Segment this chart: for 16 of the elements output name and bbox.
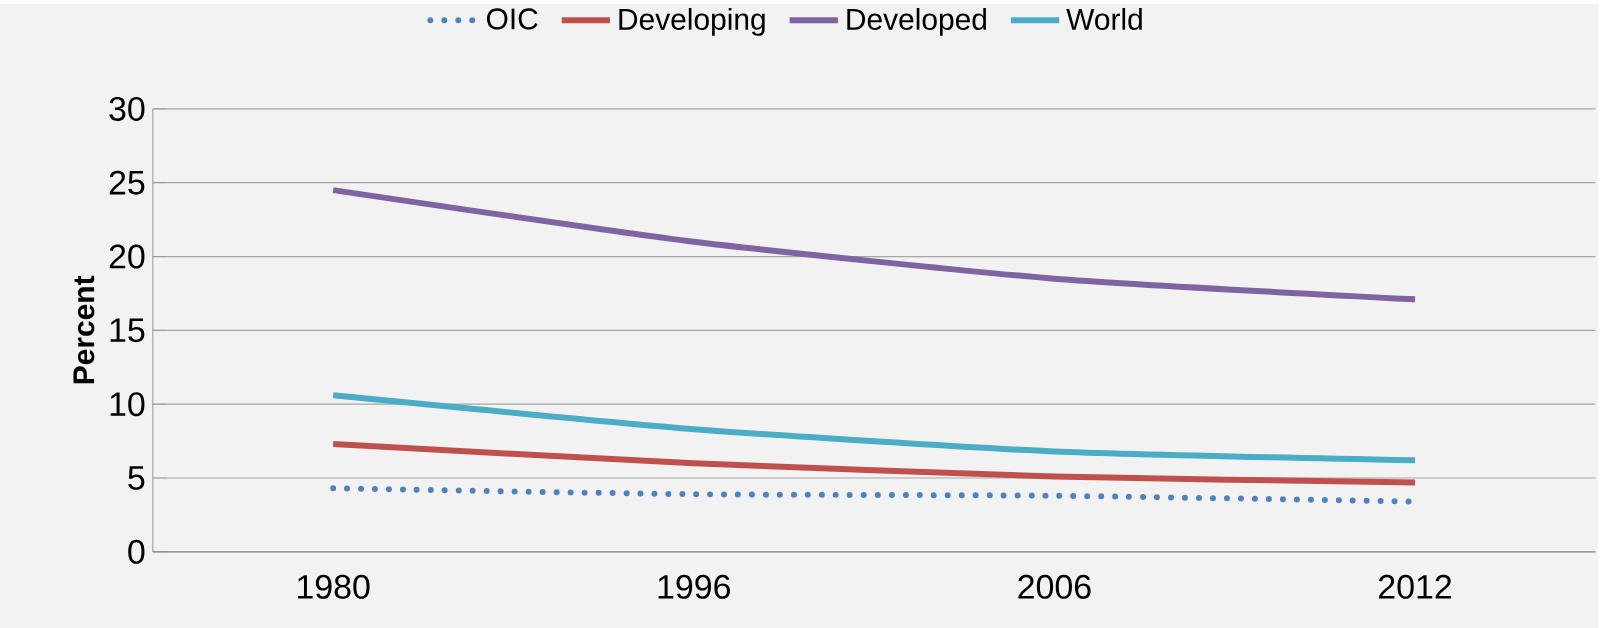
y-tick-label: 25: [109, 170, 145, 195]
y-tick-label: 30: [109, 96, 145, 121]
x-tick-label: 2006: [1018, 574, 1091, 599]
y-tick-label: 15: [110, 318, 145, 343]
y-axis-title: Percent: [73, 275, 95, 384]
x-tick-label: 1980: [298, 574, 370, 599]
legend-label: OIC: [486, 8, 538, 30]
x-tick-label: 2012: [1379, 574, 1452, 599]
legend-label: World: [1066, 7, 1142, 30]
y-tick-label: 0: [128, 539, 145, 564]
x-tick-label: 1996: [658, 574, 730, 599]
legend-label: Developing: [619, 7, 765, 36]
y-tick-label: 20: [109, 244, 145, 269]
legend-label: Developed: [847, 7, 986, 36]
y-tick-label: 5: [128, 466, 145, 490]
y-tick-label: 10: [110, 392, 145, 417]
